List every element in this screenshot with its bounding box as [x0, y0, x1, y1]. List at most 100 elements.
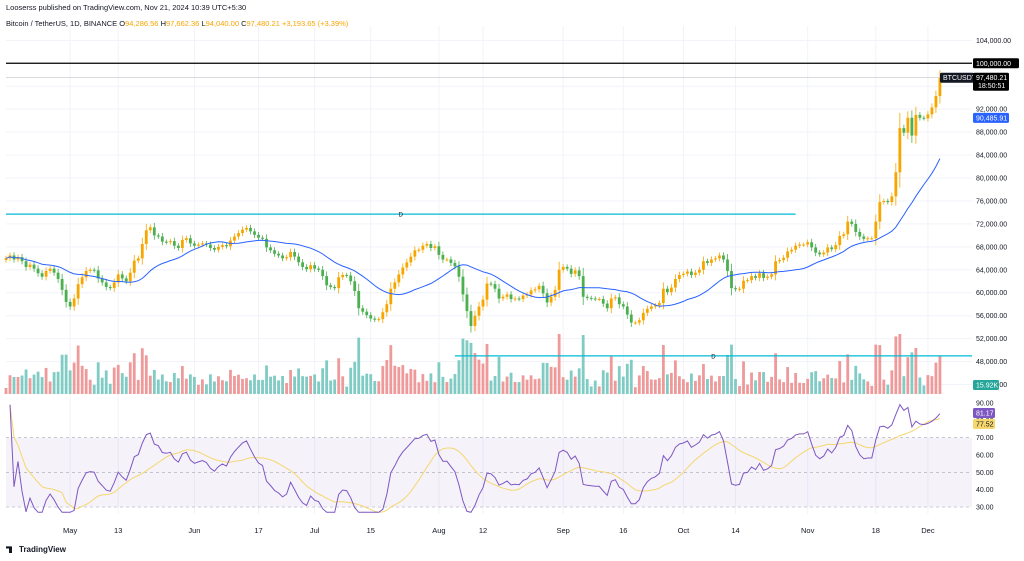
volume-bar	[541, 362, 545, 394]
volume-bar	[221, 380, 224, 394]
volume-bar	[665, 374, 669, 394]
volume-bar	[64, 354, 68, 394]
candle-body	[88, 269, 92, 271]
volume-bar	[734, 379, 737, 394]
candle-body	[345, 274, 349, 276]
volume-bar	[176, 378, 180, 394]
volume-bar	[633, 387, 637, 394]
volume-bar	[353, 361, 357, 394]
candle-body	[309, 265, 313, 270]
candle-body	[730, 270, 733, 289]
candle-body	[637, 320, 641, 323]
candle-body	[609, 298, 613, 309]
rsi-value-tag: 81.17	[976, 411, 994, 418]
candle-body	[317, 268, 321, 270]
time-axis-label: Sep	[556, 526, 569, 535]
volume-bar	[469, 342, 473, 394]
candle-body	[305, 266, 309, 270]
time-axis-label: Jul	[310, 526, 320, 535]
candle-body	[822, 252, 826, 255]
candle-body	[397, 274, 401, 283]
price-axis[interactable]: 104,000.0096,000.0092,000.0088,000.0084,…	[976, 38, 1011, 512]
volume-bar	[473, 353, 477, 394]
volume-bar	[237, 374, 240, 394]
candle-body	[293, 252, 297, 257]
candle-body	[445, 259, 449, 261]
candle-body	[645, 308, 649, 313]
open-label: O	[119, 19, 126, 28]
rsi-ma-value-tag-bg	[973, 419, 995, 429]
volume-bar	[12, 376, 16, 394]
last-price-tag: 97,480.21	[976, 75, 1007, 82]
volume-bar	[770, 376, 773, 394]
candle-body	[337, 277, 341, 289]
volume-bar	[172, 373, 176, 394]
candle-body	[657, 303, 661, 306]
volume-bar	[806, 378, 810, 394]
tradingview-logo[interactable]: TradingView	[6, 545, 66, 554]
volume-bar	[545, 362, 549, 394]
candle-body	[774, 261, 777, 275]
moving-average-tag: 90,485.91	[976, 115, 1007, 122]
volume-bar	[681, 379, 685, 394]
candle-body	[184, 238, 188, 240]
candle-body	[409, 256, 413, 263]
volume-bar	[597, 386, 601, 394]
candle-body	[938, 77, 942, 97]
time-axis-label: May	[63, 526, 77, 535]
candle-body	[790, 249, 794, 252]
volume-bar	[722, 376, 725, 394]
volume-bar	[201, 379, 204, 394]
time-axis-label: Aug	[432, 526, 445, 535]
candle-body	[369, 315, 373, 319]
candle-body	[754, 276, 757, 278]
candle-body	[862, 236, 866, 239]
candle-body	[505, 294, 509, 297]
candle-body	[405, 262, 409, 268]
price-axis-label: 48,000.00	[976, 359, 1007, 366]
candle-body	[613, 297, 617, 299]
volume-bar	[421, 374, 425, 394]
candle-body	[625, 306, 629, 315]
volume-bar	[373, 380, 377, 394]
candle-body	[361, 308, 365, 312]
candle-body	[493, 284, 497, 289]
candle-body	[28, 264, 32, 267]
candle-body	[521, 295, 525, 300]
candle-body	[629, 314, 633, 323]
volume-bar	[68, 370, 72, 394]
volume-bar	[930, 376, 934, 394]
candle-body	[128, 272, 132, 282]
symbol-label[interactable]: Bitcoin / TetherUS, 1D, BINANCE	[6, 19, 118, 28]
rsi-ma-line	[9, 404, 941, 513]
candle-body	[621, 304, 625, 307]
candle-body	[60, 278, 64, 290]
volume-bar	[337, 358, 341, 394]
candle-body	[886, 200, 890, 203]
candle-body	[573, 270, 577, 274]
volume-bar	[914, 347, 918, 394]
tradingview-logo-icon	[6, 546, 12, 554]
volume-bar	[156, 379, 160, 394]
candle-body	[249, 227, 252, 232]
candle-body	[874, 221, 878, 239]
volume-bar	[762, 372, 765, 394]
candle-body	[104, 282, 108, 288]
volume-bar	[140, 348, 144, 394]
volume-bar	[92, 384, 96, 394]
volume-bar	[846, 354, 850, 394]
time-axis[interactable]: May 13 Jun 17 Jul 15 Aug 12 Sep 16 Oct 14 Nov 18 Dec	[63, 526, 935, 535]
volume-bar	[52, 372, 56, 394]
volume-bar	[862, 379, 866, 394]
volume-bar	[120, 373, 124, 394]
volume-bar	[164, 381, 168, 394]
volume-bar	[229, 369, 232, 394]
horizontal-levels: DD	[6, 62, 972, 360]
volume-bar	[585, 379, 589, 394]
candle-body	[241, 229, 244, 234]
volume-bar	[8, 375, 12, 394]
volume-bar	[393, 365, 397, 394]
candle-body	[365, 311, 369, 316]
